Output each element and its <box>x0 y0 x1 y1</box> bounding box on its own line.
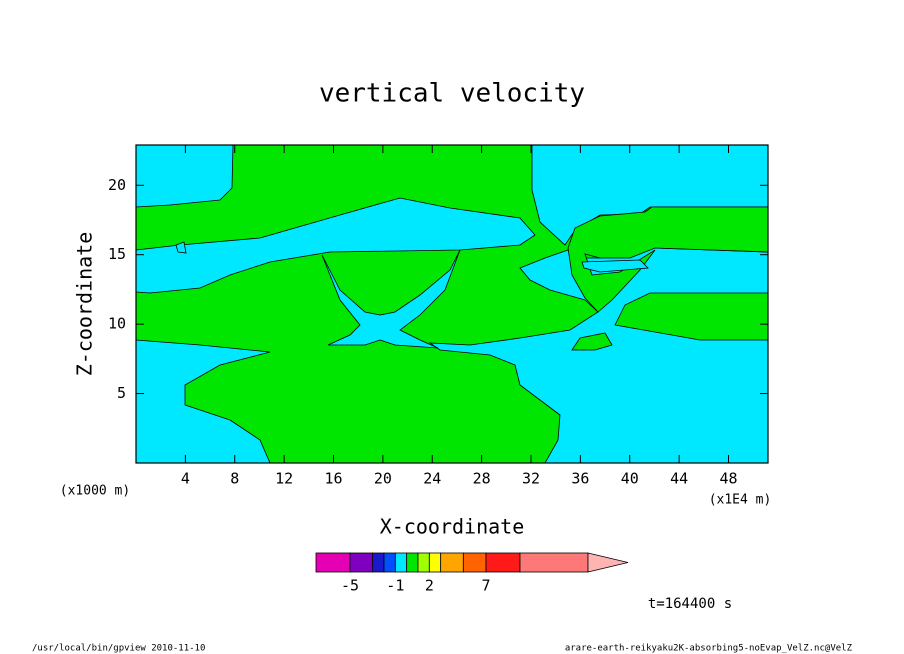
colorbar-box <box>462 552 487 573</box>
contour-region <box>136 197 536 294</box>
colorbar-box <box>428 552 442 573</box>
y-tick-label: 10 <box>108 315 126 333</box>
x-tick-label: 28 <box>473 470 491 488</box>
contour-region <box>571 332 613 351</box>
colorbar-box <box>394 552 408 573</box>
y-axis-label: Z-coordinate <box>73 232 97 377</box>
footer-left: /usr/local/bin/gpview 2010-11-10 <box>32 644 205 654</box>
colorbar-box <box>315 552 351 573</box>
colorbar-tick-label: 2 <box>425 577 434 595</box>
contour-region <box>321 249 461 349</box>
contour-region <box>614 292 768 341</box>
x-unit: (x1E4 m) <box>709 493 772 508</box>
y-tick-label: 20 <box>108 176 126 194</box>
colorbar-box <box>383 552 396 573</box>
colorbar-tick-label: -5 <box>341 577 359 595</box>
x-tick-label: 40 <box>621 470 639 488</box>
y-unit: (x1000 m) <box>60 484 130 499</box>
x-tick-label: 36 <box>571 470 589 488</box>
x-tick-label: 4 <box>181 470 190 488</box>
contour-field <box>136 145 768 463</box>
y-tick-label: 15 <box>108 245 126 263</box>
footer-right: arare-earth-reikyaku2K-absorbing5-noEvap… <box>565 644 853 654</box>
contour-region <box>567 206 768 313</box>
plot-frame <box>135 144 769 464</box>
colorbar-extension <box>587 552 629 573</box>
contour-region <box>581 259 649 273</box>
x-tick-label: 8 <box>230 470 239 488</box>
annotation: t=164400 s <box>648 596 732 612</box>
x-tick-label: 16 <box>324 470 342 488</box>
y-tick-label: 5 <box>117 384 126 402</box>
colorbar-box <box>519 552 589 573</box>
contour-region <box>175 241 187 254</box>
contour-region <box>136 339 271 463</box>
chart-title: vertical velocity <box>319 79 585 109</box>
x-tick-label: 24 <box>423 470 441 488</box>
colorbar-box <box>406 552 419 573</box>
x-tick-label: 32 <box>522 470 540 488</box>
x-tick-label: 48 <box>719 470 737 488</box>
x-tick-label: 20 <box>374 470 392 488</box>
x-axis-label: X-coordinate <box>380 515 525 539</box>
colorbar-box <box>440 552 464 573</box>
x-tick-label: 12 <box>275 470 293 488</box>
colorbar-box <box>372 552 385 573</box>
colorbar-box <box>417 552 430 573</box>
contour-region <box>136 145 234 208</box>
colorbar-box <box>485 552 521 573</box>
colorbar-tick-label: 7 <box>481 577 490 595</box>
x-tick-label: 44 <box>670 470 688 488</box>
colorbar-tick-label: -1 <box>386 577 404 595</box>
colorbar-box <box>349 552 374 573</box>
